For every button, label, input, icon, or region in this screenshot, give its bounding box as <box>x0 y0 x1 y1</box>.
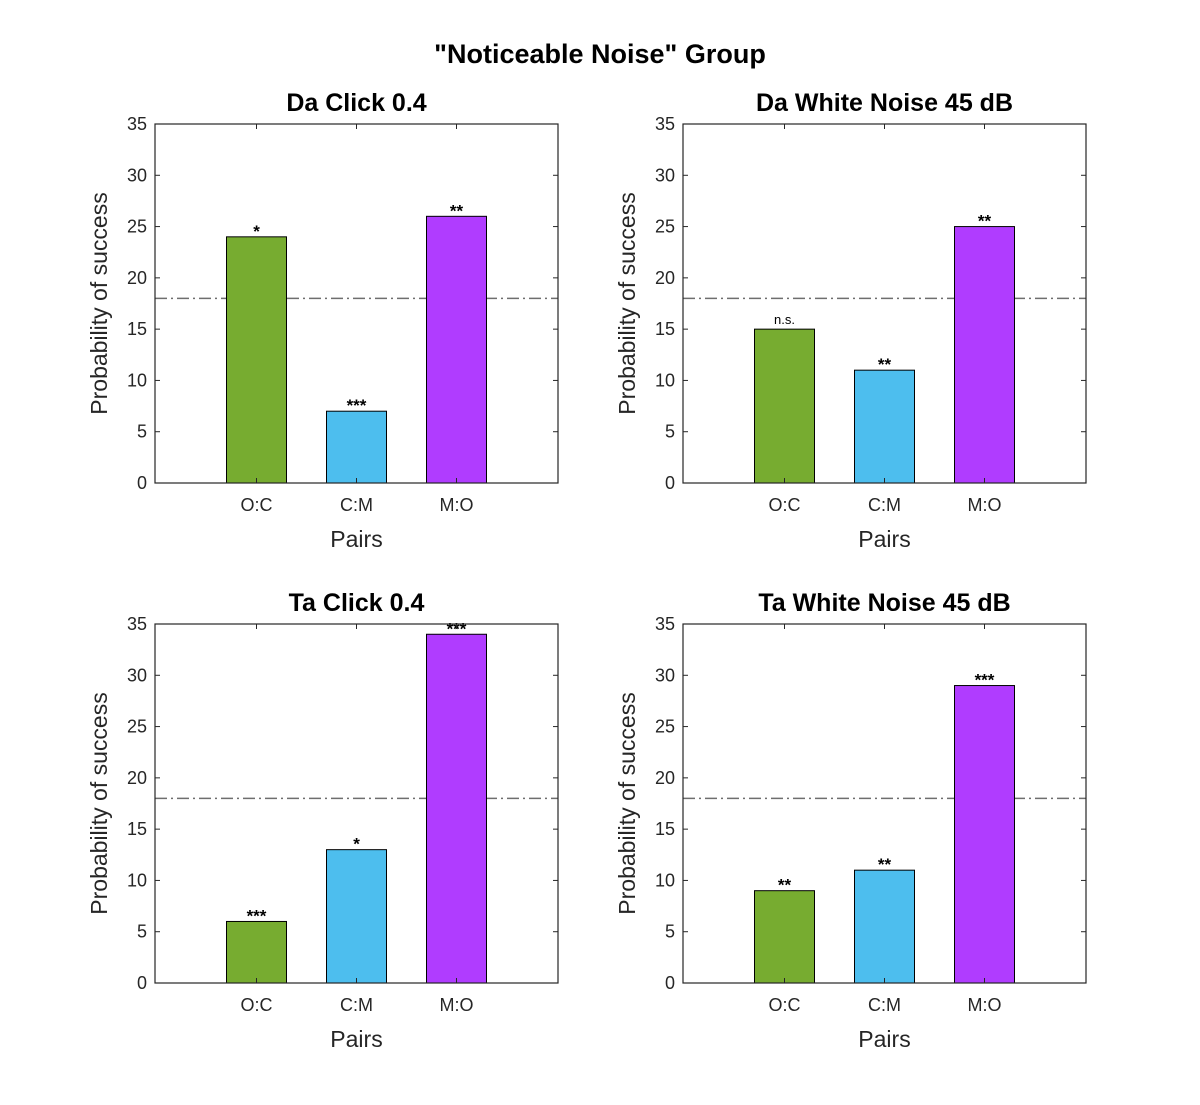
x-tick-label: C:M <box>868 995 901 1015</box>
significance-label: n.s. <box>774 312 795 327</box>
panel-title: Ta White Noise 45 dB <box>758 589 1010 617</box>
bar-M:O <box>954 685 1015 984</box>
y-tick-label: 20 <box>655 268 675 288</box>
y-tick-label: 20 <box>127 768 147 788</box>
significance-label: *** <box>247 906 267 925</box>
significance-label: *** <box>975 671 995 690</box>
x-tick-label: M:O <box>440 495 474 515</box>
x-tick-label: O:C <box>240 995 272 1015</box>
y-tick-label: 15 <box>127 319 147 339</box>
significance-label: *** <box>347 396 367 415</box>
significance-label: * <box>353 835 360 854</box>
y-tick-label: 5 <box>137 922 147 942</box>
y-tick-label: 25 <box>127 717 147 737</box>
y-tick-label: 0 <box>137 973 147 993</box>
x-tick-label: C:M <box>340 995 373 1015</box>
x-tick-label: O:C <box>768 495 800 515</box>
figure-suptitle: "Noticeable Noise" Group <box>434 39 766 69</box>
x-tick-label: C:M <box>340 495 373 515</box>
significance-label: ** <box>978 212 992 231</box>
y-tick-label: 0 <box>137 473 147 493</box>
x-tick-label: O:C <box>768 995 800 1015</box>
chart-panel-2: n.s. ** ** 0 5 10 15 20 25 30 35 O:C C:M M:O Da White … <box>614 89 1087 552</box>
x-tick-label: M:O <box>968 495 1002 515</box>
bar-C:M <box>854 369 915 484</box>
bar-C:M <box>326 849 387 984</box>
y-tick-label: 5 <box>665 422 675 442</box>
bar-M:O <box>426 215 487 484</box>
y-tick-label: 25 <box>127 217 147 237</box>
significance-label: * <box>253 222 260 241</box>
bar-C:M <box>326 410 387 484</box>
bar-C:M <box>854 869 915 984</box>
x-tick-label: M:O <box>440 995 474 1015</box>
y-axis-label: Probability of success <box>86 692 112 914</box>
y-axis-label: Probability of success <box>614 692 640 914</box>
panel-title: Da Click 0.4 <box>286 89 426 117</box>
y-tick-label: 35 <box>655 614 675 634</box>
y-tick-label: 35 <box>655 114 675 134</box>
x-axis-label: Pairs <box>330 526 382 552</box>
y-tick-label: 30 <box>655 165 675 185</box>
significance-label: ** <box>878 855 892 874</box>
x-axis-label: Pairs <box>858 1026 910 1052</box>
y-tick-label: 15 <box>655 319 675 339</box>
bar-O:C <box>754 890 815 984</box>
y-tick-label: 20 <box>655 768 675 788</box>
bar-O:C <box>226 920 287 984</box>
y-tick-label: 0 <box>665 973 675 993</box>
y-tick-label: 20 <box>127 268 147 288</box>
y-tick-label: 25 <box>655 217 675 237</box>
y-tick-label: 15 <box>655 819 675 839</box>
y-tick-label: 25 <box>655 717 675 737</box>
significance-label: ** <box>878 355 892 374</box>
x-tick-label: O:C <box>240 495 272 515</box>
y-tick-label: 10 <box>127 370 147 390</box>
panel-title: Da White Noise 45 dB <box>756 89 1013 117</box>
y-axis-label: Probability of success <box>614 192 640 414</box>
y-tick-label: 10 <box>127 870 147 890</box>
x-axis-label: Pairs <box>858 526 910 552</box>
y-tick-label: 5 <box>665 922 675 942</box>
y-tick-label: 35 <box>127 614 147 634</box>
y-tick-label: 30 <box>655 665 675 685</box>
y-tick-label: 15 <box>127 819 147 839</box>
panel-title: Ta Click 0.4 <box>289 589 425 617</box>
y-tick-label: 5 <box>137 422 147 442</box>
bar-M:O <box>954 226 1015 484</box>
y-tick-label: 30 <box>127 665 147 685</box>
significance-label: ** <box>778 876 792 895</box>
significance-label: ** <box>450 201 464 220</box>
bar-M:O <box>426 633 487 984</box>
bar-O:C <box>226 236 287 484</box>
y-tick-label: 35 <box>127 114 147 134</box>
y-tick-label: 10 <box>655 370 675 390</box>
y-tick-label: 10 <box>655 870 675 890</box>
x-axis-label: Pairs <box>330 1026 382 1052</box>
y-tick-label: 0 <box>665 473 675 493</box>
y-axis-label: Probability of success <box>86 192 112 414</box>
x-tick-label: C:M <box>868 495 901 515</box>
bar-O:C <box>754 328 815 484</box>
y-tick-label: 30 <box>127 165 147 185</box>
x-tick-label: M:O <box>968 995 1002 1015</box>
